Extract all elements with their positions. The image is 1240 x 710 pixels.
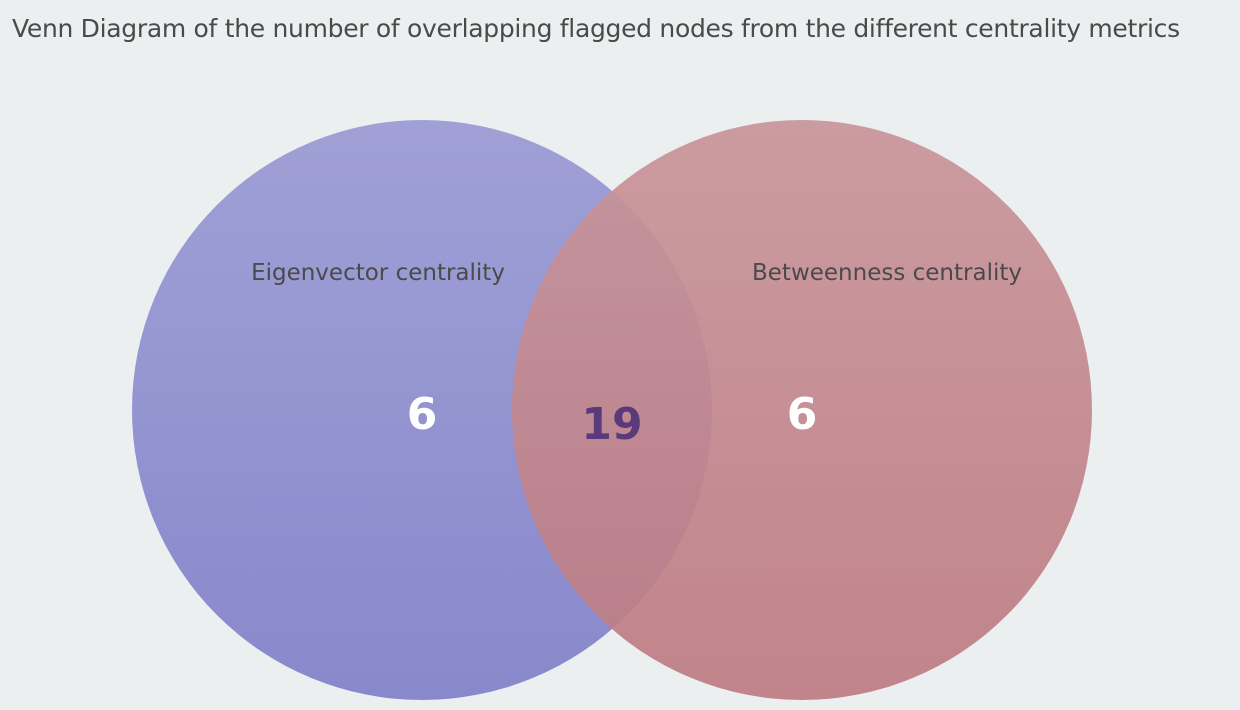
- set-label-eigenvector: Eigenvector centrality: [251, 260, 505, 286]
- count-eigenvector-only: 6: [407, 389, 438, 440]
- set-label-betweenness: Betweenness centrality: [752, 260, 1022, 286]
- count-betweenness-only: 6: [787, 389, 818, 440]
- page-title: Venn Diagram of the number of overlappin…: [12, 14, 1180, 43]
- count-intersection: 19: [581, 399, 642, 450]
- venn-circle-betweenness: [512, 120, 1092, 700]
